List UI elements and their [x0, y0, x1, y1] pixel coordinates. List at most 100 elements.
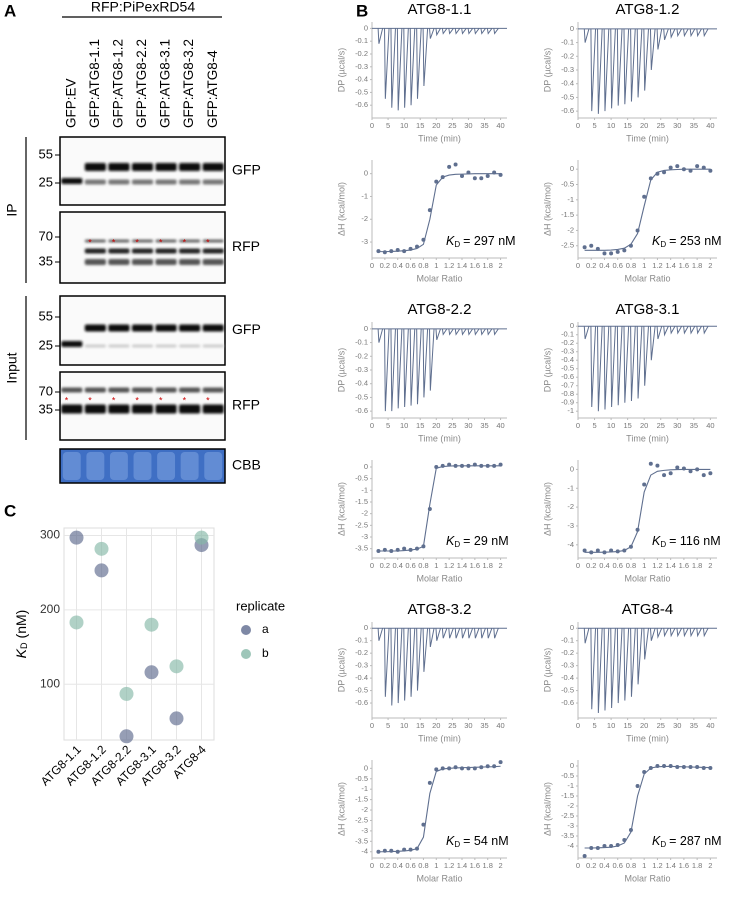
injection-peak: [702, 28, 709, 38]
injection-peak: [636, 326, 643, 399]
injection-peak: [597, 326, 603, 412]
injection-peak: [467, 628, 474, 639]
data-point: [688, 168, 693, 173]
x-tick-label: 0.6: [612, 561, 622, 570]
band: [202, 239, 224, 243]
asterisk: *: [183, 395, 187, 405]
x-tick-label: 1.4: [665, 561, 675, 570]
injection-peak: [689, 326, 696, 335]
injection-peak: [610, 628, 616, 709]
x-tick-label: 0: [370, 561, 374, 570]
data-point: [434, 465, 439, 469]
data-point: [421, 237, 426, 242]
injection-peak: [390, 628, 396, 706]
x-tick-label: 25: [448, 721, 456, 730]
kd-value: = 297 nM: [463, 234, 515, 248]
y-tick-label: -1: [361, 485, 368, 494]
data-point: [492, 764, 497, 769]
data-point: [582, 245, 587, 250]
blot: [59, 295, 226, 366]
kd-subscript: D: [660, 840, 666, 849]
lane-label: GFP:ATG8-1.2: [110, 39, 125, 128]
y-tick-label: -4: [567, 540, 574, 549]
injection-peak: [676, 628, 683, 638]
data-point: [466, 170, 471, 175]
data-point: [701, 766, 706, 770]
y-tick-label: -1: [361, 784, 368, 793]
data-point: [609, 548, 614, 553]
data-point: [447, 766, 452, 771]
y-axis-label: DP (µcal/s): [542, 648, 552, 693]
y-tick-label: -0.6: [355, 406, 368, 415]
point: [194, 530, 209, 545]
x-tick-label: 2: [498, 561, 502, 570]
injection-peak: [683, 28, 689, 38]
data-point: [479, 765, 484, 770]
y-tick-label: -0.1: [561, 330, 574, 339]
x-tick-label: 1.6: [470, 561, 480, 570]
x-tick-label: 35: [480, 121, 488, 130]
injection-peak: [702, 628, 709, 638]
data-point: [642, 482, 647, 487]
data-point: [708, 766, 713, 770]
y-tick-label: -0.3: [355, 661, 368, 670]
band: [202, 259, 224, 265]
y-tick-label: -2: [567, 225, 574, 234]
x-axis-label: Time (min): [418, 433, 461, 443]
x-tick-label: 1.8: [482, 861, 492, 870]
data-point: [453, 765, 458, 770]
x-tick-label: 30: [464, 721, 472, 730]
y-tick-label: -0.3: [355, 62, 368, 71]
kd-label: KD = 297 nM: [446, 234, 516, 249]
marker-label: 35: [39, 401, 53, 416]
y-tick-label: -0.4: [355, 379, 368, 388]
injection-peak: [603, 326, 610, 410]
y-axis-label: DP (µcal/s): [336, 648, 346, 693]
y-tick-label: 0: [364, 324, 368, 333]
kd-value: = 29 nM: [463, 534, 509, 548]
injection-peak: [689, 628, 696, 638]
y-tick-label: -0.4: [561, 673, 574, 682]
data-point: [440, 766, 445, 771]
data-point: [681, 765, 686, 769]
data-point: [595, 846, 600, 850]
injection-peak: [676, 326, 683, 335]
band: [84, 163, 106, 171]
injection-peak: [390, 28, 396, 108]
y-tick-label: -3: [361, 237, 368, 246]
x-tick-label: 1: [642, 561, 646, 570]
data-point: [701, 165, 706, 170]
band: [61, 387, 83, 393]
band: [108, 239, 130, 243]
y-tick-label: -0.5: [355, 774, 368, 783]
data-point: [595, 548, 600, 553]
y-tick-label: -0.3: [561, 65, 574, 74]
x-tick-label: 15: [623, 421, 631, 430]
injection-peak: [396, 28, 403, 111]
data-point: [415, 546, 419, 551]
injection-peak: [480, 328, 486, 336]
y-tick-label: -0.9: [561, 398, 574, 407]
injection-peak: [448, 628, 454, 639]
injection-peak: [403, 628, 409, 701]
x-tick-label: 1.2: [652, 861, 662, 870]
y-tick-label: -2.5: [355, 815, 368, 824]
x-tick-label: 40: [496, 121, 504, 130]
data-point: [681, 466, 686, 471]
y-tick-label: -1: [361, 191, 368, 200]
stain-lane: [180, 452, 199, 480]
x-tick-label: 40: [706, 721, 714, 730]
data-point: [688, 469, 693, 474]
injection-peak: [474, 328, 480, 336]
injection-peak: [448, 28, 454, 35]
x-tick-label: 30: [673, 121, 681, 130]
band: [179, 179, 201, 185]
data-point: [628, 243, 633, 248]
data-point: [695, 164, 700, 169]
y-tick-label: -0.6: [561, 372, 574, 381]
legend-label: a: [262, 622, 269, 636]
x-tick-label: 40: [496, 421, 504, 430]
x-tick-label: 0.8: [626, 561, 636, 570]
injection-peak: [649, 326, 656, 361]
data-point: [589, 550, 594, 555]
